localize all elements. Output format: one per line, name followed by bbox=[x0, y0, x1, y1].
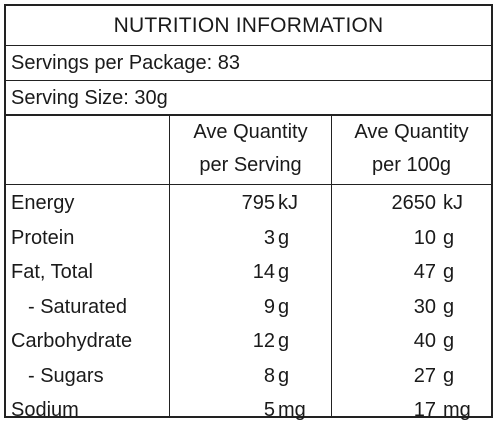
column-header-line: Ave Quantity bbox=[354, 121, 469, 143]
unit-per-100g: mg bbox=[443, 399, 471, 421]
nutrient-rows: Energy 795 kJ 2650 kJ Protein 3 g 10 g F… bbox=[6, 186, 491, 428]
nutrient-name: - Sugars bbox=[28, 364, 104, 387]
qty-per-100g: 17 bbox=[413, 399, 436, 421]
unit-per-100g: g bbox=[443, 226, 455, 249]
divider bbox=[6, 80, 491, 81]
qty-per-100g: 30 bbox=[413, 295, 436, 318]
qty-per-100g: 2650 bbox=[391, 192, 437, 214]
unit-per-serving: g bbox=[278, 226, 290, 249]
table-row: Fat, Total 14 g 47 g bbox=[6, 255, 491, 290]
qty-per-serving: 14 bbox=[252, 261, 275, 283]
qty-per-100g: 10 bbox=[413, 226, 436, 249]
panel-title: NUTRITION INFORMATION bbox=[113, 14, 384, 37]
nutrient-name: Protein bbox=[11, 226, 75, 249]
table-row: - Saturated 9 g 30 g bbox=[6, 290, 491, 325]
serving-size: Serving Size: 30g bbox=[11, 87, 168, 109]
nutrient-name: Energy bbox=[11, 192, 75, 214]
nutrient-name: Carbohydrate bbox=[11, 330, 133, 352]
table-row: Protein 3 g 10 g bbox=[6, 221, 491, 256]
qty-per-serving: 9 bbox=[263, 295, 275, 318]
qty-per-serving: 12 bbox=[252, 330, 275, 352]
column-header-line: per 100g bbox=[372, 154, 451, 176]
column-header-line: per Serving bbox=[199, 154, 302, 176]
divider-thick bbox=[6, 114, 491, 116]
table-row: Energy 795 kJ 2650 kJ bbox=[6, 186, 491, 221]
unit-per-serving: g bbox=[278, 261, 290, 283]
table-row: Carbohydrate 12 g 40 g bbox=[6, 324, 491, 359]
unit-per-serving: g bbox=[278, 295, 290, 318]
qty-per-100g: 27 bbox=[413, 364, 436, 387]
column-divider bbox=[169, 114, 170, 416]
unit-per-serving: g bbox=[278, 364, 290, 387]
nutrient-name: - Saturated bbox=[28, 295, 127, 318]
qty-per-serving: 5 bbox=[263, 399, 275, 421]
unit-per-serving: mg bbox=[278, 399, 306, 421]
unit-per-100g: g bbox=[443, 261, 455, 283]
column-divider bbox=[331, 114, 332, 416]
nutrition-panel: NUTRITION INFORMATION Servings per Packa… bbox=[4, 4, 493, 421]
unit-per-100g: g bbox=[443, 364, 455, 387]
unit-per-serving: g bbox=[278, 330, 290, 352]
qty-per-100g: 40 bbox=[413, 330, 436, 352]
column-header-per-serving: Ave Quantity per Serving bbox=[170, 116, 331, 184]
nutrient-name: Fat, Total bbox=[11, 261, 93, 283]
unit-per-100g: g bbox=[443, 330, 455, 352]
unit-per-serving: kJ bbox=[278, 192, 298, 214]
qty-per-serving: 8 bbox=[263, 364, 275, 387]
table-row: - Sugars 8 g 27 g bbox=[6, 359, 491, 394]
unit-per-100g: kJ bbox=[443, 192, 463, 214]
column-header-line: Ave Quantity bbox=[193, 121, 308, 143]
unit-per-100g: g bbox=[443, 295, 455, 318]
column-header-per-100g: Ave Quantity per 100g bbox=[332, 116, 491, 184]
qty-per-serving: 3 bbox=[263, 226, 275, 249]
table-row: Sodium 5 mg 17 mg bbox=[6, 393, 491, 428]
qty-per-100g: 47 bbox=[413, 261, 436, 283]
nutrient-name: Sodium bbox=[11, 399, 79, 421]
qty-per-serving: 795 bbox=[241, 192, 275, 214]
divider bbox=[6, 184, 491, 185]
servings-per-package: Servings per Package: 83 bbox=[11, 52, 241, 74]
divider bbox=[6, 45, 491, 46]
